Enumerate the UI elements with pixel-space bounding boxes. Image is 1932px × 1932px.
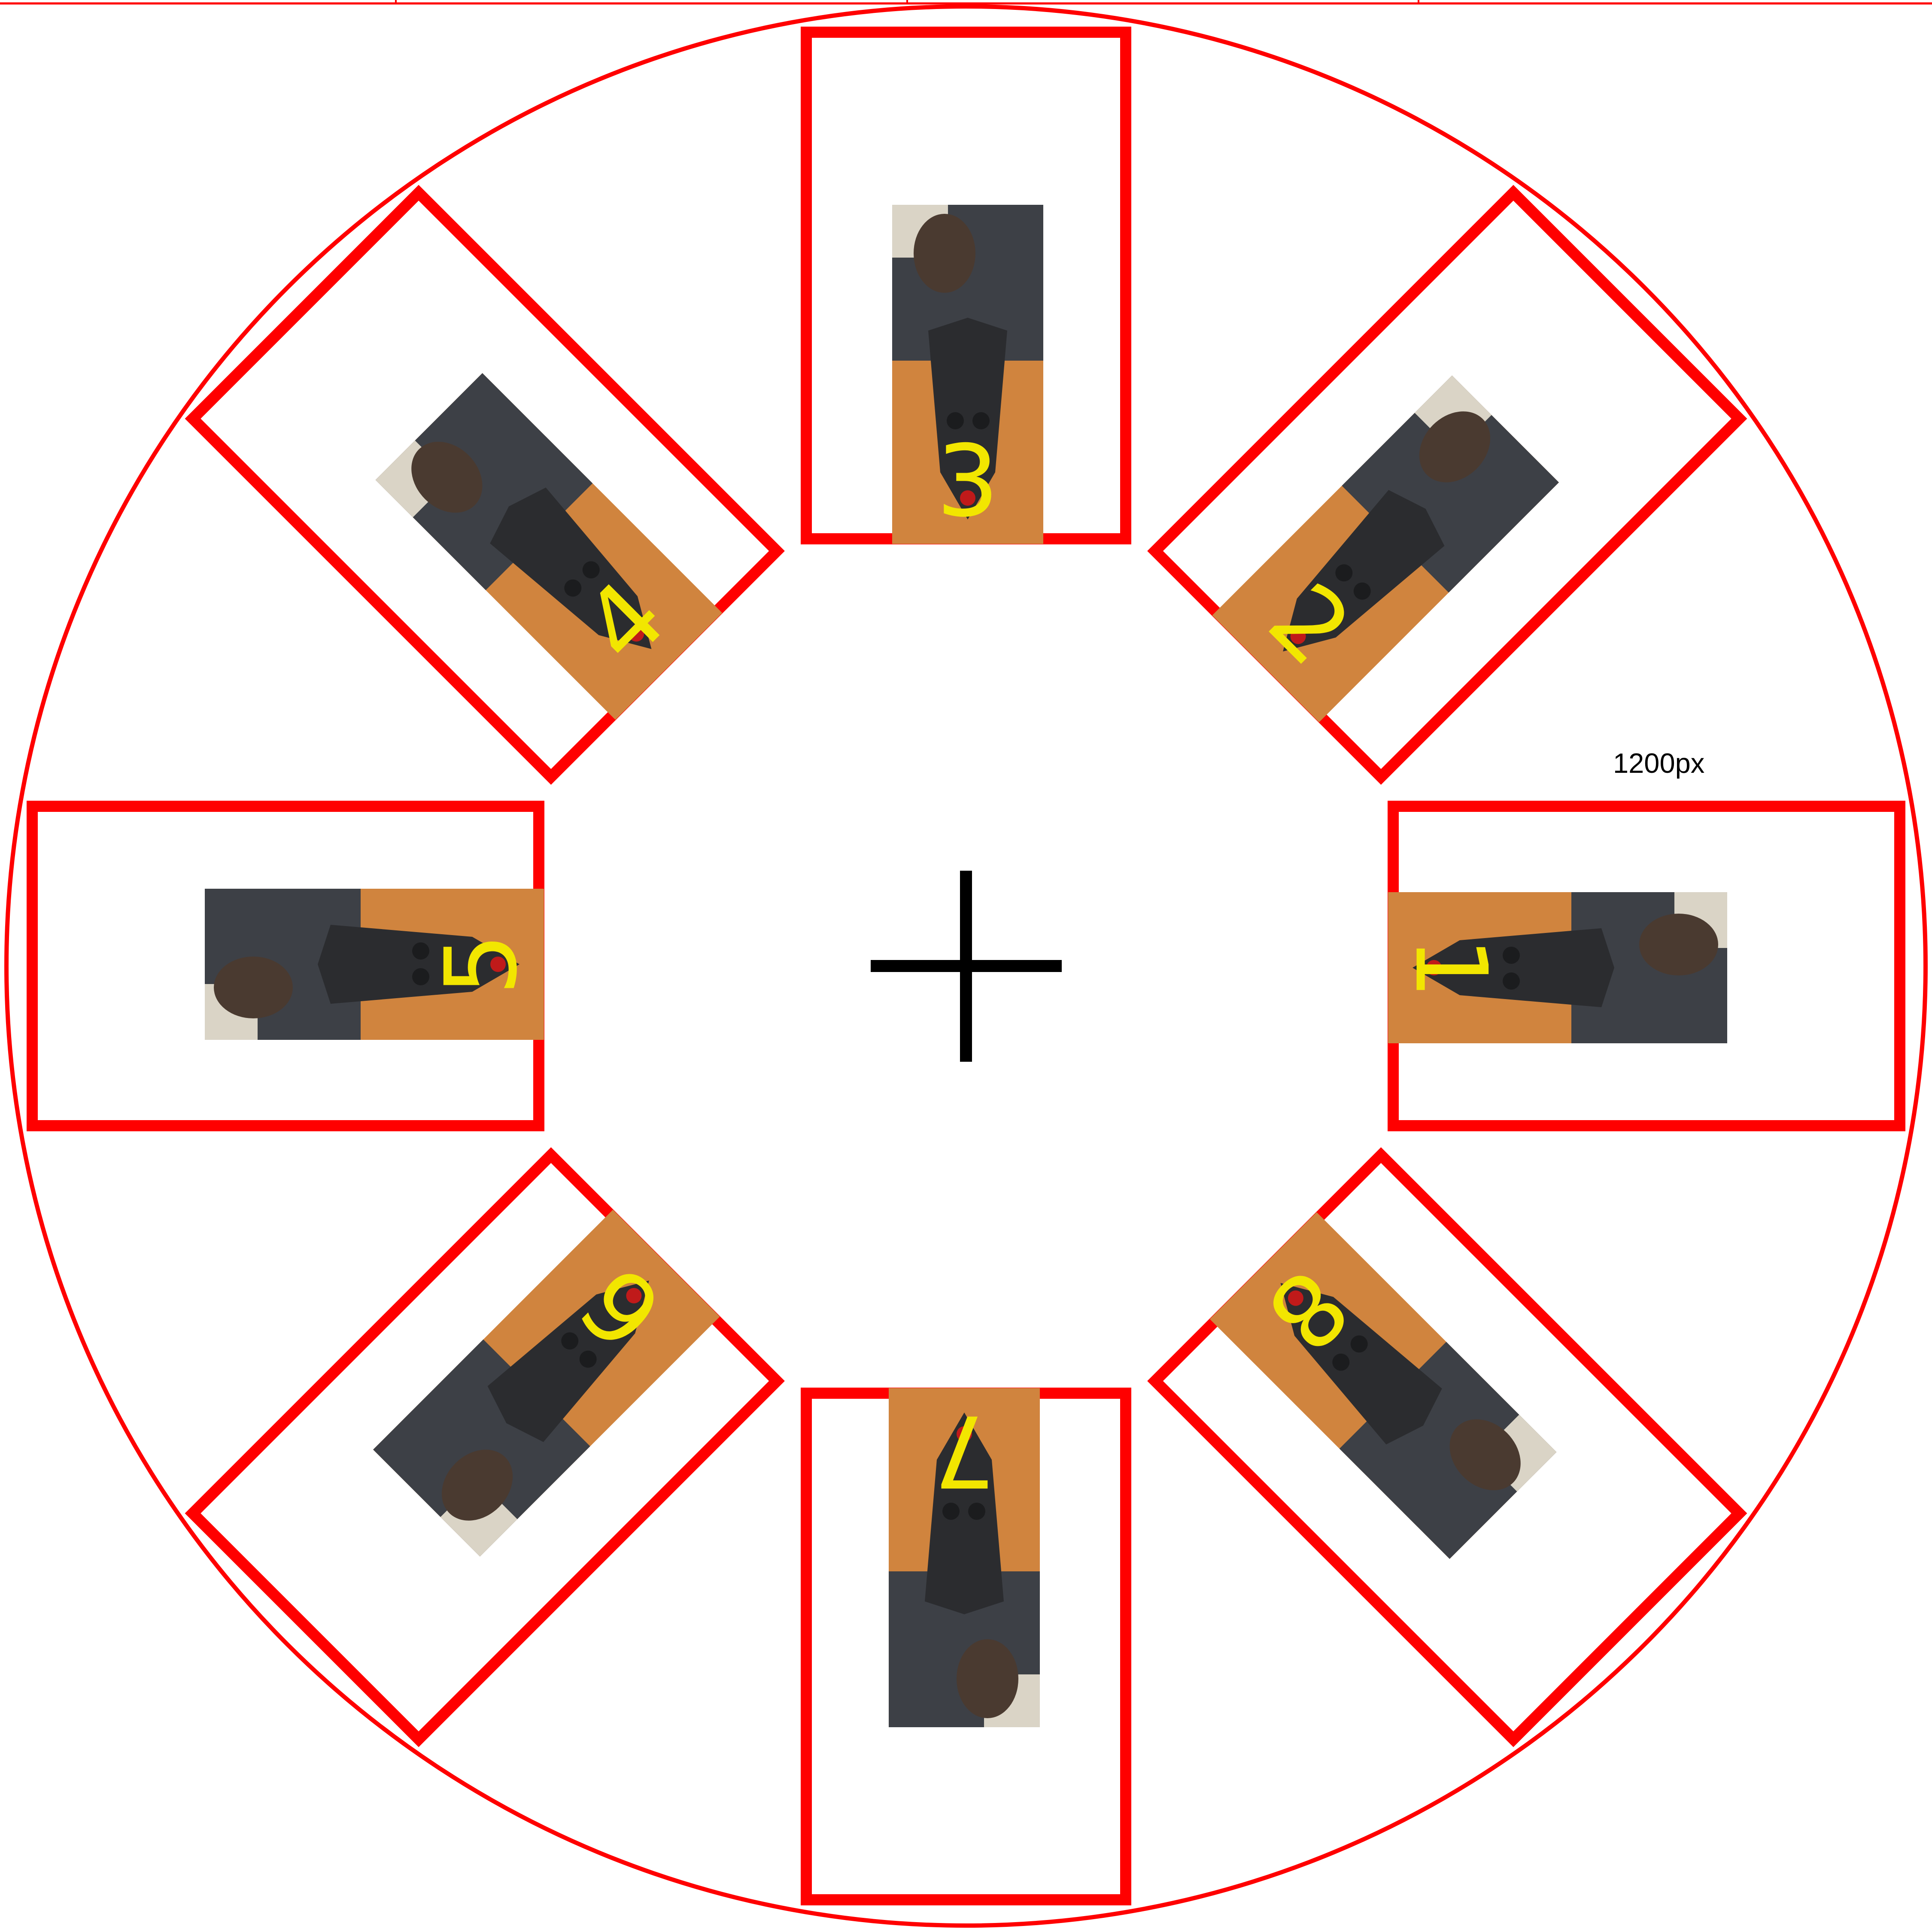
power-board-switch <box>1288 1290 1303 1306</box>
slot-5: 5 <box>27 801 544 1131</box>
power-board <box>928 318 1007 519</box>
photo-person <box>411 441 483 513</box>
slot-number-label: 5 <box>425 933 539 996</box>
slot-4: 4 <box>185 185 785 785</box>
power-board-socket <box>564 579 582 597</box>
power-board <box>1283 490 1445 652</box>
power-board-switch <box>1290 629 1306 644</box>
power-board-switch <box>960 490 975 506</box>
power-board-socket <box>582 561 600 579</box>
slot-photo <box>1212 375 1559 723</box>
photo-person <box>1419 411 1491 483</box>
photo-person <box>1449 1419 1521 1491</box>
power-board-socket <box>1503 972 1520 990</box>
slot-7: 7 <box>801 1388 1131 1905</box>
slot-photo <box>889 1388 1040 1727</box>
slot-photo <box>1388 892 1727 1043</box>
power-board-socket <box>579 1350 597 1368</box>
photo-person <box>214 957 293 1018</box>
power-board <box>925 1413 1004 1614</box>
power-board-socket <box>412 942 429 960</box>
slot-photo <box>375 373 723 720</box>
power-board <box>487 1280 649 1442</box>
power-board <box>490 487 652 649</box>
power-board-socket <box>1332 1353 1350 1371</box>
slot-1: 1 <box>1388 801 1905 1131</box>
slot-3: 3 <box>801 27 1131 544</box>
power-board <box>1280 1283 1442 1445</box>
power-board-socket <box>972 412 990 429</box>
slot-6: 6 <box>185 1147 785 1747</box>
crosshair-plus-icon <box>871 871 1062 1062</box>
ruler-label: 1200px <box>1613 747 1705 779</box>
slot-number-label: 7 <box>933 1393 996 1508</box>
power-board-switch <box>490 957 506 972</box>
photo-person <box>914 214 975 293</box>
power-board-socket <box>1350 1335 1368 1353</box>
slot-number-label: 3 <box>936 425 999 539</box>
power-board-socket <box>1503 947 1520 964</box>
outer-circle <box>4 4 1928 1928</box>
power-board-socket <box>1353 582 1371 600</box>
power-board-switch <box>626 1288 642 1303</box>
slot-photo <box>892 205 1043 544</box>
photo-person <box>1639 914 1718 975</box>
slots-layer: 1 2 3 4 5 6 7 8 <box>27 27 1905 1905</box>
power-board-socket <box>947 412 964 429</box>
power-board-socket <box>561 1332 579 1350</box>
power-board <box>1413 928 1614 1007</box>
power-board-socket <box>968 1503 985 1520</box>
top-table-strip <box>0 0 1932 5</box>
power-board-socket <box>412 968 429 985</box>
photo-person <box>441 1449 513 1521</box>
power-board-switch <box>1426 960 1442 975</box>
power-board-socket <box>1335 564 1353 582</box>
slot-photo <box>373 1209 720 1557</box>
power-board <box>318 925 519 1004</box>
power-board-switch <box>957 1426 972 1442</box>
photo-person <box>957 1639 1018 1718</box>
power-board-switch <box>629 626 644 642</box>
power-board-socket <box>942 1503 960 1520</box>
slot-8: 8 <box>1147 1147 1747 1747</box>
slot-number-label: 1 <box>1393 936 1508 999</box>
slot-photo <box>205 889 544 1040</box>
slot-2: 2 <box>1147 185 1747 785</box>
slot-photo <box>1209 1212 1557 1559</box>
